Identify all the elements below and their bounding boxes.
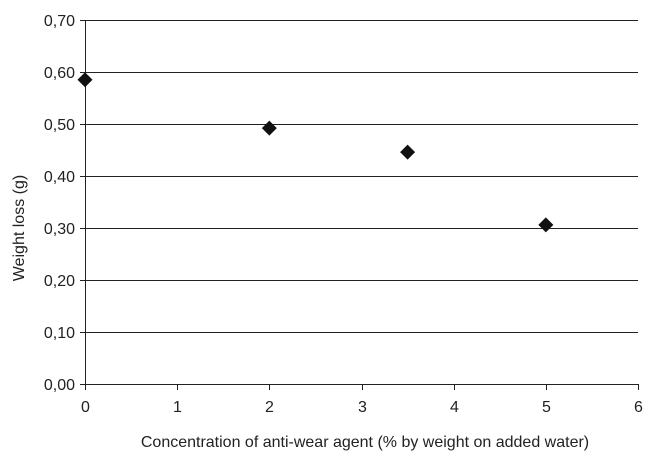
- y-tick-label: 0,60: [44, 65, 75, 82]
- x-tick-label: 1: [173, 399, 182, 416]
- x-axis-title: Concentration of anti-wear agent (% by w…: [141, 434, 589, 451]
- x-tick-label: 4: [450, 399, 459, 416]
- y-tick-label: 0,70: [44, 13, 75, 30]
- y-tick-label: 0,50: [44, 117, 75, 134]
- tick-labels: 0,00 0,10 0,20 0,30 0,40 0,50 0,60 0,70 0 1 2 3 4 5 6: [44, 13, 643, 416]
- data-points: [78, 72, 554, 232]
- y-tick-label: 0,20: [44, 273, 75, 290]
- x-tick-label: 0: [81, 399, 90, 416]
- y-axis-title: Weight loss (g): [11, 175, 28, 281]
- gridlines: [85, 21, 638, 333]
- x-tick-label: 6: [634, 399, 643, 416]
- x-tick-label: 3: [358, 399, 367, 416]
- x-tick-label: 2: [265, 399, 274, 416]
- x-tick-label: 5: [542, 399, 551, 416]
- data-point: [400, 145, 415, 160]
- data-point: [262, 121, 277, 136]
- y-tick-label: 0,00: [44, 377, 75, 394]
- y-tick-label: 0,30: [44, 221, 75, 238]
- data-point: [78, 72, 93, 87]
- data-point: [538, 217, 553, 232]
- y-tick-label: 0,10: [44, 325, 75, 342]
- axes: [85, 20, 638, 385]
- y-tick-label: 0,40: [44, 169, 75, 186]
